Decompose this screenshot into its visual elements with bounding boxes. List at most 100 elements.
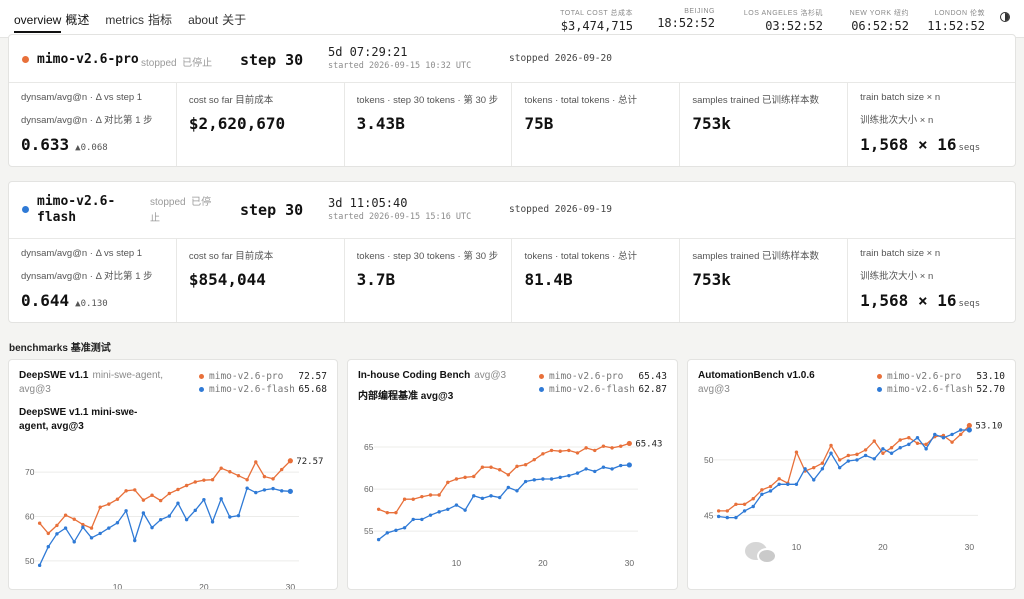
run-status-line2: 止 (150, 213, 160, 224)
data-point (610, 446, 614, 450)
top-nav-bar: overview 概述 metrics 指标 about 关于 TOTAL COST … (0, 0, 1024, 38)
y-tick-label: 50 (25, 556, 35, 566)
data-point (107, 502, 111, 506)
series-line-flash (39, 487, 291, 566)
metric-dynsam: dynsam/avg@n · Δ vs step 1 dynsam/avg@n … (9, 82, 177, 166)
x-tick-label: 30 (625, 558, 635, 568)
run-status: stopped 已停止 (150, 195, 211, 227)
legend-name: mimo-v2.6-flash (549, 384, 635, 395)
legend-dot-icon (199, 374, 204, 379)
benchmark-title: In-house Coding Bench avg@3 (358, 370, 506, 381)
data-point (567, 473, 571, 478)
data-point (124, 489, 128, 493)
data-point (497, 495, 502, 500)
data-point (55, 523, 59, 528)
nav-item-metrics[interactable]: metrics 指标 (105, 11, 172, 28)
total-cost-stat: TOTAL COST 总成本 $3,474,715 (560, 8, 633, 33)
nav-label-zh: 概述 (65, 13, 90, 27)
run-status: stopped 已停止 (141, 58, 213, 69)
chart-title-line2: agent, avg@3 (19, 421, 84, 432)
data-point (81, 522, 85, 527)
data-point (46, 531, 50, 536)
data-point (454, 503, 459, 507)
legend-name: mimo-v2.6-pro (549, 371, 624, 382)
metric-samples: samples trained 已训练样本数 753k (680, 238, 849, 322)
run-status-line1: stopped 已停 (150, 197, 212, 208)
nav-item-about[interactable]: about 关于 (188, 11, 246, 28)
data-point (601, 465, 606, 469)
data-point (907, 442, 911, 447)
data-point (751, 504, 755, 509)
data-point (37, 563, 42, 568)
metric-value: 1,568 × 16 seqs (860, 135, 1003, 154)
run-color-dot-icon (22, 206, 29, 213)
data-point (777, 482, 781, 487)
data-point (287, 488, 293, 494)
data-point (820, 467, 825, 471)
data-point (716, 514, 721, 519)
data-point (184, 483, 189, 488)
data-point (915, 441, 920, 445)
y-tick-label: 65 (364, 442, 374, 452)
data-point (855, 458, 859, 462)
data-point (411, 497, 415, 501)
data-point (63, 513, 68, 517)
data-point (619, 463, 623, 468)
clock-label: BEIJING (684, 8, 715, 15)
data-point (228, 515, 232, 519)
metric-label: tokens · total tokens · 总计 (524, 95, 637, 106)
legend-name: mimo-v2.6-flash (209, 384, 295, 395)
dynsam-delta: ▲0.130 (75, 299, 108, 309)
theme-toggle-icon[interactable] (1000, 12, 1010, 22)
data-point (437, 493, 441, 497)
metric-label: cost so far 目前成本 (188, 251, 274, 262)
data-point (287, 458, 293, 464)
data-point (437, 510, 441, 514)
data-point (820, 461, 825, 465)
clock-value: 06:52:52 (851, 19, 909, 33)
data-point (271, 486, 275, 491)
batch-unit: seqs (958, 299, 981, 309)
data-point (219, 466, 223, 470)
y-tick-label: 50 (704, 455, 714, 465)
metric-cost: cost so far 目前成本 $2,620,670 (177, 82, 345, 166)
legend-value: 72.57 (298, 371, 327, 382)
data-point (725, 509, 729, 513)
x-tick-label: 30 (286, 582, 296, 590)
nav-item-overview[interactable]: overview 概述 (14, 11, 90, 33)
x-tick-label: 10 (113, 582, 123, 590)
data-point (37, 521, 42, 525)
data-point (262, 488, 267, 492)
data-point (193, 480, 197, 484)
data-point (480, 465, 485, 469)
series-line-pro (718, 425, 970, 512)
data-point (497, 468, 502, 472)
benchmark-subtitle: avg@3 (474, 370, 507, 381)
data-point (454, 477, 459, 481)
data-point (933, 432, 937, 437)
run-header: mimo-v2.6- flash stopped 已停止 step 30 3d 1… (9, 182, 1015, 239)
legend-value: 62.87 (638, 384, 667, 395)
data-point (584, 467, 588, 471)
data-point (829, 451, 833, 455)
series-line-flash (378, 464, 630, 541)
data-point (72, 540, 76, 544)
series-line-flash (718, 429, 970, 519)
legend-item-pro: mimo-v2.6-pro 72.57 (199, 371, 327, 382)
metric-label-zh: 训练批次大小 × n (860, 271, 934, 282)
data-point (532, 478, 536, 482)
data-point (385, 510, 389, 515)
legend-value: 65.43 (638, 371, 667, 382)
data-point (420, 517, 424, 522)
chart-title-line1: DeepSWE v1.1 mini-swe- (19, 407, 138, 418)
data-point (716, 509, 721, 513)
metric-label: samples trained 已训练样本数 (692, 251, 820, 262)
data-point (558, 475, 562, 480)
data-point (523, 463, 528, 467)
data-point (480, 496, 485, 501)
data-point (176, 501, 180, 505)
run-color-dot-icon (22, 56, 29, 63)
metric-cost: cost so far 目前成本 $854,044 (177, 238, 345, 322)
data-point (385, 531, 389, 535)
metric-label: tokens · step 30 tokens · 第 30 步 (356, 95, 499, 106)
